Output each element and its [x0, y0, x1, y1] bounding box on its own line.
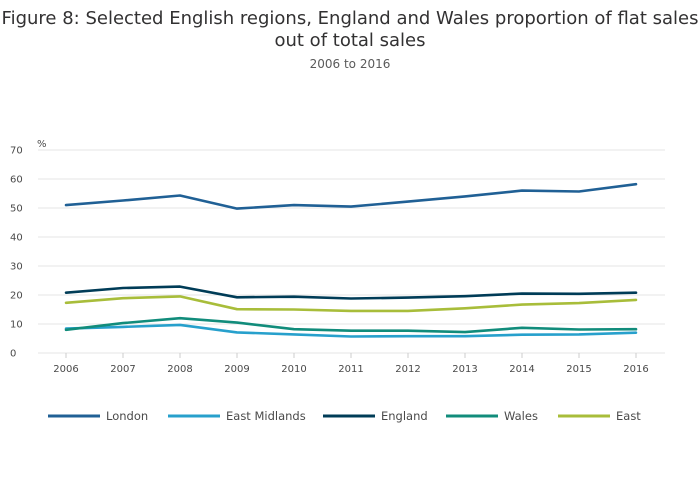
x-tick-label: 2010 — [281, 364, 306, 375]
x-tick-label: 2012 — [395, 364, 420, 375]
y-axis-ticks: 0 10 20 30 40 50 60 70 — [10, 146, 23, 360]
x-tick-label: 2011 — [338, 364, 363, 375]
series-line-england[interactable] — [64, 285, 638, 300]
y-tick-label: 10 — [10, 320, 23, 331]
legend-label-london[interactable]: London — [106, 409, 148, 423]
x-tick-label: 2015 — [566, 364, 591, 375]
series-line-east-midlands[interactable] — [64, 323, 638, 338]
legend-label-east-midlands[interactable]: East Midlands — [226, 409, 306, 423]
legend: London East Midlands England Wales East — [48, 409, 641, 423]
x-tick-label: 2016 — [623, 364, 648, 375]
series-line-east[interactable] — [64, 295, 638, 313]
x-tick-label: 2014 — [509, 364, 534, 375]
y-tick-label: 0 — [10, 349, 16, 360]
chart-subtitle: 2006 to 2016 — [309, 57, 391, 71]
x-tick-label: 2009 — [224, 364, 249, 375]
series-line-london[interactable] — [64, 182, 638, 210]
y-tick-label: 40 — [10, 233, 23, 244]
y-tick-label: 50 — [10, 204, 23, 215]
x-tick-label: 2008 — [167, 364, 192, 375]
y-tick-label: 60 — [10, 175, 23, 186]
y-tick-label: 20 — [10, 291, 23, 302]
y-tick-label: 70 — [10, 146, 23, 157]
y-axis-label: % — [37, 139, 47, 150]
series-lines — [64, 182, 638, 338]
x-tick-label: 2006 — [53, 364, 78, 375]
legend-label-england[interactable]: England — [381, 409, 428, 423]
series-line-wales[interactable] — [64, 316, 638, 334]
x-tick-label: 2013 — [452, 364, 477, 375]
x-axis-ticks: 2006 2007 2008 2009 2010 2011 2012 2013 2014 2015… — [53, 353, 649, 375]
legend-label-wales[interactable]: Wales — [504, 409, 538, 423]
legend-label-east[interactable]: East — [616, 409, 641, 423]
x-tick-label: 2007 — [110, 364, 135, 375]
y-tick-label: 30 — [10, 262, 23, 273]
chart-title: Figure 8: Selected English regions, Engl… — [1, 8, 699, 51]
